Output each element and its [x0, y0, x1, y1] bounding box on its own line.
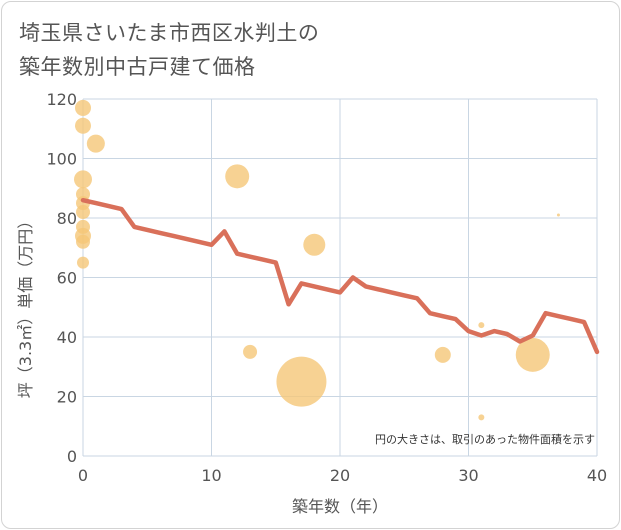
bubble-point: [515, 337, 550, 372]
bubble-point: [75, 99, 91, 116]
y-tick-label: 80: [57, 209, 77, 228]
x-tick-label: 40: [587, 466, 607, 485]
bubble-series: [74, 99, 560, 421]
bubble-point: [86, 134, 105, 153]
y-tick-label: 0: [67, 447, 77, 466]
bubble-point: [556, 213, 560, 217]
x-axis-title: 築年数（年）: [292, 497, 388, 516]
bubble-point: [225, 164, 250, 189]
y-tick-label: 20: [57, 388, 77, 407]
bubble-point: [478, 322, 485, 329]
bubble-point: [434, 346, 451, 363]
bubble-point: [74, 170, 92, 189]
grid-lines: [82, 98, 598, 457]
y-tick-label: 100: [46, 150, 77, 169]
bubble-point: [76, 205, 90, 220]
chart-title-line-1: 埼玉県さいたま市西区水判土の: [19, 21, 320, 45]
x-axis-ticks: 0 10 20 30 40: [78, 466, 607, 485]
bubble-point: [478, 414, 485, 421]
chart-title-line-2: 築年数別中古戸建て価格: [19, 55, 256, 79]
x-tick-label: 20: [330, 466, 350, 485]
y-axis-ticks: 0 20 40 60 80 100 120: [46, 90, 77, 466]
trend-line: [80, 197, 600, 355]
bubble-point: [243, 344, 258, 359]
bubble-point: [276, 356, 327, 407]
y-tick-label: 120: [46, 90, 77, 109]
bubble-point: [76, 234, 90, 249]
bubble-point: [77, 256, 89, 269]
y-axis-title: 坪（3.3㎡）単価（万円）: [16, 213, 35, 398]
chart-title: 埼玉県さいたま市西区水判土の 築年数別中古戸建て価格: [19, 16, 319, 84]
size-annotation: 円の大きさは、取引のあった物件面積を示す: [375, 432, 595, 446]
x-tick-label: 30: [458, 466, 478, 485]
bubble-point: [75, 117, 91, 134]
x-tick-label: 10: [201, 466, 221, 485]
x-tick-label: 0: [78, 466, 88, 485]
bubble-point: [303, 233, 326, 256]
y-tick-label: 40: [57, 328, 77, 347]
y-tick-label: 60: [57, 269, 77, 288]
